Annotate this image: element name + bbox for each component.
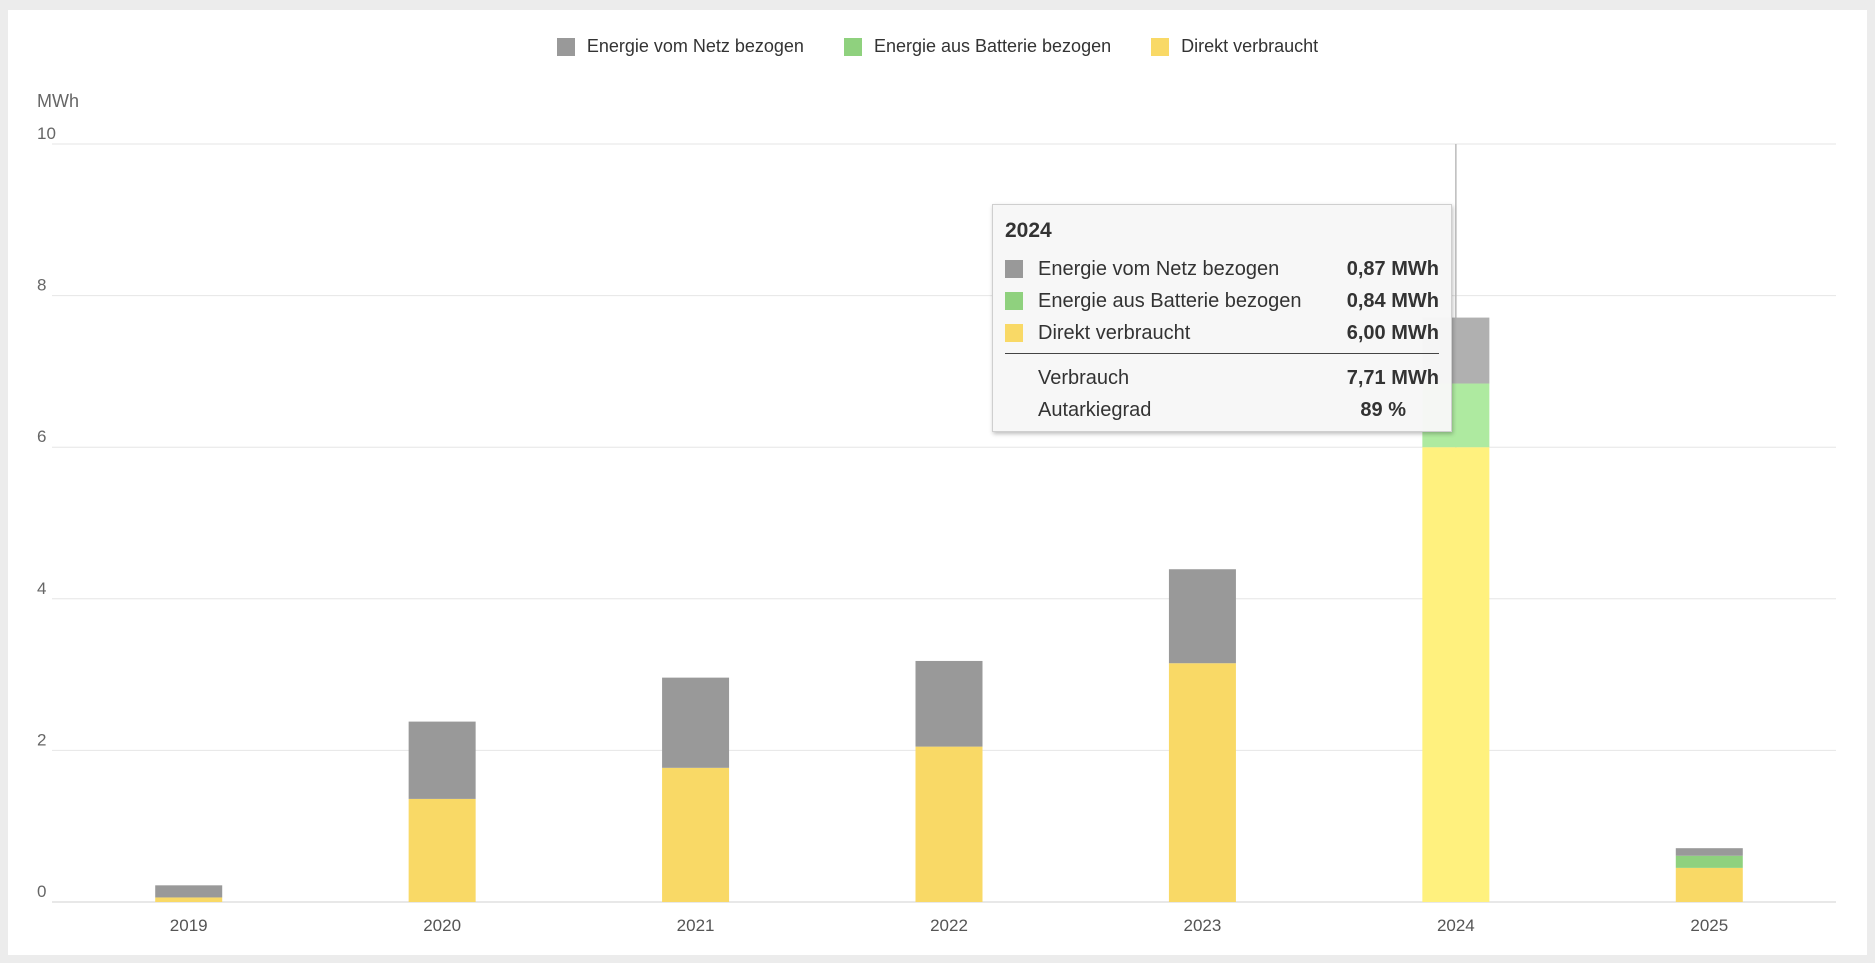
tooltip-row-grid: Energie vom Netz bezogen 0,87 MWh	[1005, 253, 1439, 285]
bar-2025-energie-vom-netz-bezogen	[1675, 848, 1743, 856]
bar-2024-direkt-verbraucht	[1422, 447, 1490, 902]
tooltip-label-grid: Energie vom Netz bezogen	[1038, 257, 1280, 280]
tooltip-swatch-grid	[1005, 260, 1023, 278]
tooltip-value-grid: 0,87 MWh	[1346, 257, 1439, 280]
tooltip-value-direct: 6,00 MWh	[1346, 321, 1439, 344]
bar-2025-direkt-verbraucht	[1675, 867, 1743, 902]
bar-2020-energie-vom-netz-bezogen	[408, 721, 476, 799]
y-axis-unit-label: MWh	[37, 91, 79, 111]
legend-swatch-direct	[1151, 37, 1170, 56]
tooltip-title: 2024	[1005, 219, 1052, 242]
tooltip-total-label: Verbrauch	[1038, 366, 1130, 389]
legend-label-direct: Direkt verbraucht	[1181, 36, 1319, 56]
bar-2019-energie-vom-netz-bezogen	[155, 885, 223, 898]
x-tick-label: 2020	[423, 916, 461, 935]
tooltip-label-battery: Energie aus Batterie bezogen	[1038, 289, 1302, 312]
tooltip-row-total: Verbrauch 7,71 MWh	[1005, 362, 1439, 394]
bar-2022-energie-vom-netz-bezogen	[915, 660, 983, 747]
tooltip-row-direct: Direkt verbraucht 6,00 MWh	[1005, 317, 1439, 349]
y-tick-label: 0	[37, 882, 46, 901]
x-tick-label: 2022	[930, 916, 968, 935]
bar-2025-energie-aus-batterie-bezogen	[1675, 855, 1743, 868]
legend-label-grid: Energie vom Netz bezogen	[586, 36, 804, 56]
tooltip: 2024 Energie vom Netz bezogen 0,87 MWh E…	[992, 204, 1452, 432]
tooltip-autarky-value: 89 %	[1360, 398, 1406, 421]
bar-2023-energie-vom-netz-bezogen	[1168, 569, 1236, 664]
chart-legend: Energie vom Netz bezogen Energie aus Bat…	[0, 36, 1875, 57]
tooltip-row-autarky: Autarkiegrad 89 %	[1005, 394, 1439, 426]
bar-2021-energie-vom-netz-bezogen	[662, 677, 730, 768]
y-tick-label: 2	[37, 730, 46, 749]
bar-2022-direkt-verbraucht	[915, 746, 983, 902]
tooltip-swatch-battery	[1005, 292, 1023, 310]
bar-2019-direkt-verbraucht	[155, 897, 223, 902]
bar-2020-direkt-verbraucht	[408, 798, 476, 902]
x-tick-label: 2023	[1184, 916, 1222, 935]
legend-item-battery[interactable]: Energie aus Batterie bezogen	[843, 36, 1112, 57]
tooltip-separator	[1005, 353, 1439, 354]
legend-swatch-grid	[556, 37, 575, 56]
x-tick-label: 2025	[1690, 916, 1728, 935]
legend-label-battery: Energie aus Batterie bezogen	[873, 36, 1112, 56]
x-tick-label: 2021	[677, 916, 715, 935]
tooltip-row-battery: Energie aus Batterie bezogen 0,84 MWh	[1005, 285, 1439, 317]
tooltip-total-value: 7,71 MWh	[1346, 366, 1439, 389]
y-tick-label: 10	[37, 124, 56, 143]
tooltip-autarky-label: Autarkiegrad	[1038, 398, 1152, 421]
y-tick-label: 8	[37, 276, 46, 295]
tooltip-swatch-direct	[1005, 324, 1023, 342]
y-tick-label: 6	[37, 427, 46, 446]
legend-item-direct[interactable]: Direkt verbraucht	[1151, 36, 1318, 57]
y-tick-label: 4	[37, 579, 46, 598]
x-tick-label: 2019	[170, 916, 208, 935]
bar-2023-direkt-verbraucht	[1168, 663, 1236, 902]
bar-2021-direkt-verbraucht	[662, 767, 730, 902]
tooltip-label-direct: Direkt verbraucht	[1038, 321, 1191, 344]
legend-swatch-battery	[843, 37, 862, 56]
legend-item-grid[interactable]: Energie vom Netz bezogen	[556, 36, 804, 57]
tooltip-value-battery: 0,84 MWh	[1346, 289, 1439, 312]
x-tick-label: 2024	[1437, 916, 1475, 935]
